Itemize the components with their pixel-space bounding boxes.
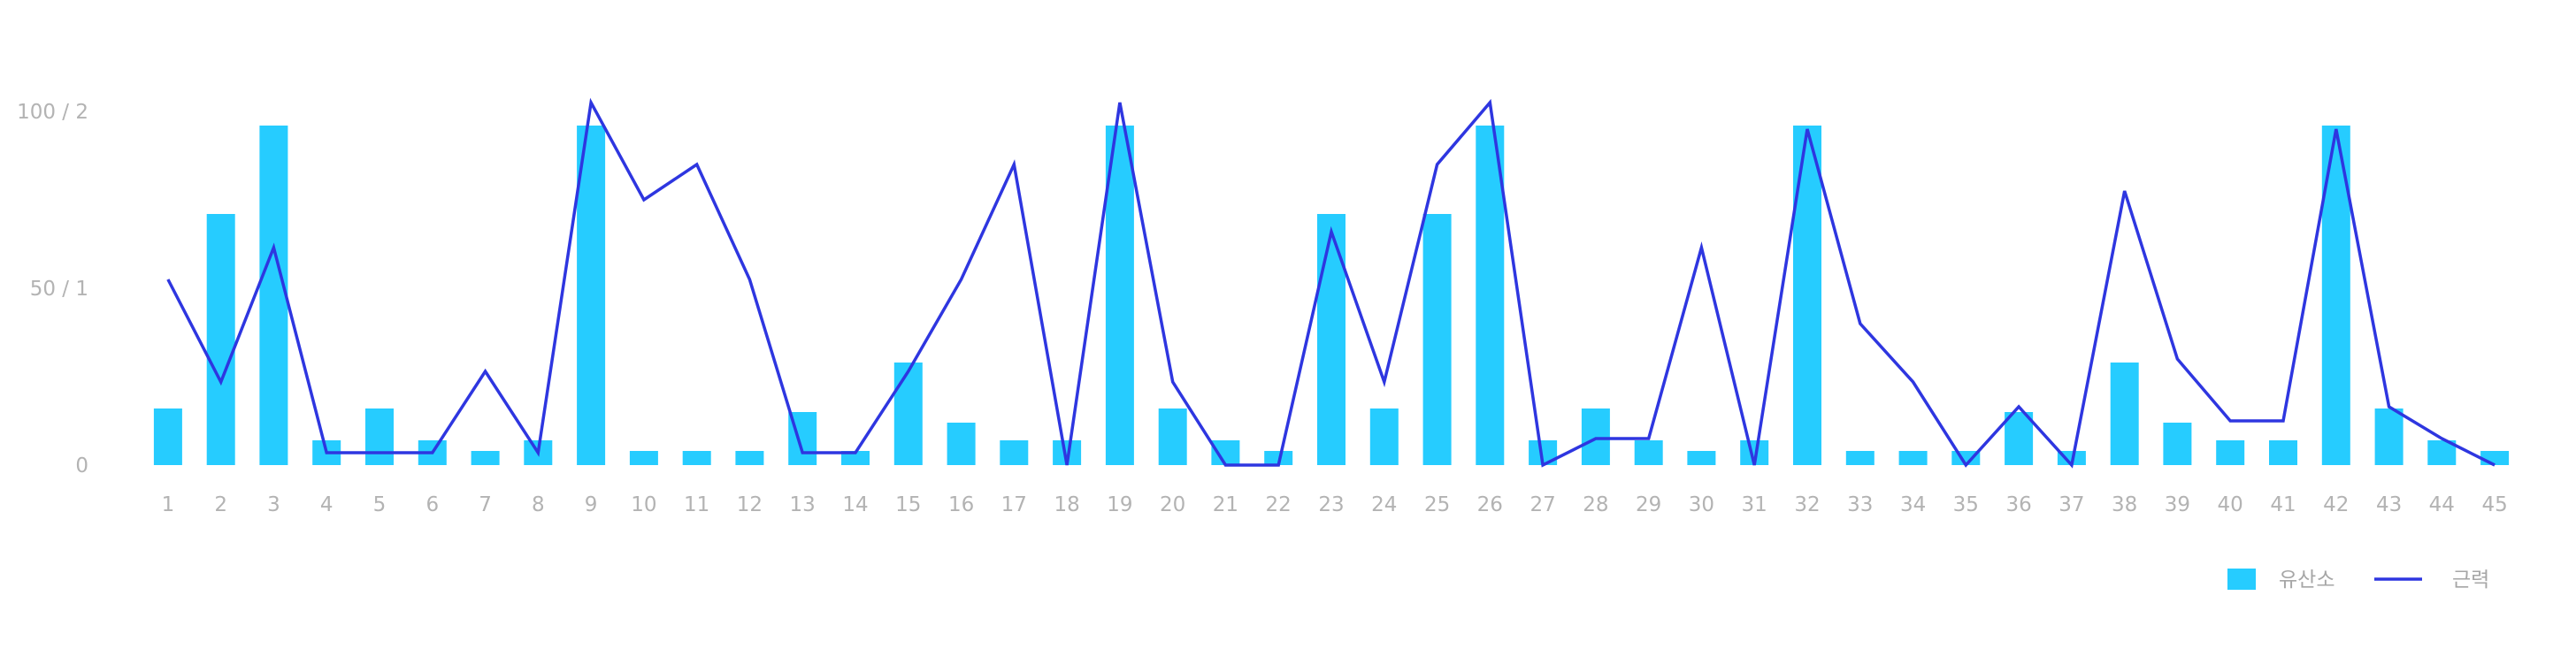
y-tick-label: 0 — [75, 454, 88, 477]
y-axis-ticks: 0 50 / 1 100 / 2 — [17, 101, 88, 477]
bar — [1687, 451, 1715, 465]
bar — [472, 451, 500, 465]
bar — [2375, 408, 2404, 465]
x-tick-label: 3 — [267, 493, 280, 516]
x-tick-label: 28 — [1583, 493, 1608, 516]
x-tick-label: 11 — [684, 493, 709, 516]
bar — [1159, 408, 1187, 465]
x-tick-label: 10 — [631, 493, 656, 516]
x-tick-label: 7 — [479, 493, 492, 516]
x-tick-label: 6 — [426, 493, 439, 516]
x-tick-label: 17 — [1001, 493, 1027, 516]
x-tick-label: 12 — [737, 493, 763, 516]
bar — [2480, 451, 2509, 465]
bar — [2005, 412, 2033, 465]
bar — [735, 451, 763, 465]
bar — [1000, 440, 1028, 465]
bar — [1793, 126, 1821, 465]
bar — [1317, 214, 1346, 465]
x-tick-label: 38 — [2112, 493, 2137, 516]
x-tick-label: 15 — [895, 493, 921, 516]
bar — [2269, 440, 2297, 465]
x-tick-label: 23 — [1318, 493, 1344, 516]
legend-label: 근력 — [2452, 569, 2489, 592]
x-tick-label: 33 — [1847, 493, 1873, 516]
x-tick-label: 36 — [2005, 493, 2031, 516]
x-tick-label: 16 — [948, 493, 974, 516]
x-tick-label: 5 — [373, 493, 387, 516]
x-tick-label: 8 — [532, 493, 545, 516]
x-tick-label: 14 — [842, 493, 868, 516]
bar — [1899, 451, 1928, 465]
bar — [894, 363, 923, 465]
x-tick-label: 40 — [2218, 493, 2243, 516]
x-tick-label: 43 — [2376, 493, 2402, 516]
bar — [259, 126, 288, 465]
bar — [365, 408, 394, 465]
x-tick-label: 2 — [214, 493, 227, 516]
bar — [1582, 408, 1610, 465]
x-tick-label: 37 — [2058, 493, 2084, 516]
x-tick-label: 44 — [2429, 493, 2455, 516]
bar — [154, 408, 182, 465]
x-tick-label: 27 — [1530, 493, 1555, 516]
x-tick-label: 35 — [1953, 493, 1979, 516]
bar — [630, 451, 658, 465]
bar — [1423, 214, 1452, 465]
x-tick-label: 31 — [1742, 493, 1767, 516]
legend: 유산소 근력 — [2227, 569, 2489, 592]
x-tick-label: 24 — [1371, 493, 1397, 516]
x-tick-label: 22 — [1266, 493, 1292, 516]
x-tick-label: 41 — [2270, 493, 2296, 516]
bar — [2111, 363, 2139, 465]
bar — [1635, 440, 1663, 465]
x-tick-label: 4 — [320, 493, 334, 516]
bar — [1846, 451, 1874, 465]
y-tick-label: 100 / 2 — [17, 101, 88, 124]
x-tick-label: 29 — [1636, 493, 1661, 516]
x-tick-label: 30 — [1689, 493, 1714, 516]
y-tick-label: 50 / 1 — [30, 278, 88, 301]
bar — [1211, 440, 1239, 465]
x-axis-ticks: 1 2 3 4 5 6 7 8 9 10 11 12 13 14 15 16 17 18 19 20 21 22 23 24 2… — [162, 493, 2508, 516]
bar — [683, 451, 711, 465]
x-tick-label: 25 — [1424, 493, 1450, 516]
x-tick-label: 32 — [1794, 493, 1820, 516]
x-tick-label: 1 — [162, 493, 175, 516]
x-tick-label: 42 — [2323, 493, 2349, 516]
x-tick-label: 19 — [1107, 493, 1132, 516]
x-tick-label: 18 — [1054, 493, 1079, 516]
x-tick-label: 45 — [2481, 493, 2507, 516]
bar — [2216, 440, 2244, 465]
bar-series — [154, 126, 2509, 465]
bar — [947, 423, 976, 465]
bar — [207, 214, 235, 465]
legend-label: 유산소 — [2279, 569, 2334, 592]
x-tick-label: 26 — [1477, 493, 1503, 516]
bar — [1370, 408, 1399, 465]
x-tick-label: 9 — [585, 493, 598, 516]
legend-swatch-bar — [2227, 569, 2256, 590]
x-tick-label: 13 — [790, 493, 816, 516]
x-tick-label: 39 — [2165, 493, 2190, 516]
bar — [2163, 423, 2191, 465]
x-tick-label: 21 — [1213, 493, 1238, 516]
x-tick-label: 20 — [1160, 493, 1185, 516]
x-tick-label: 34 — [1900, 493, 1926, 516]
